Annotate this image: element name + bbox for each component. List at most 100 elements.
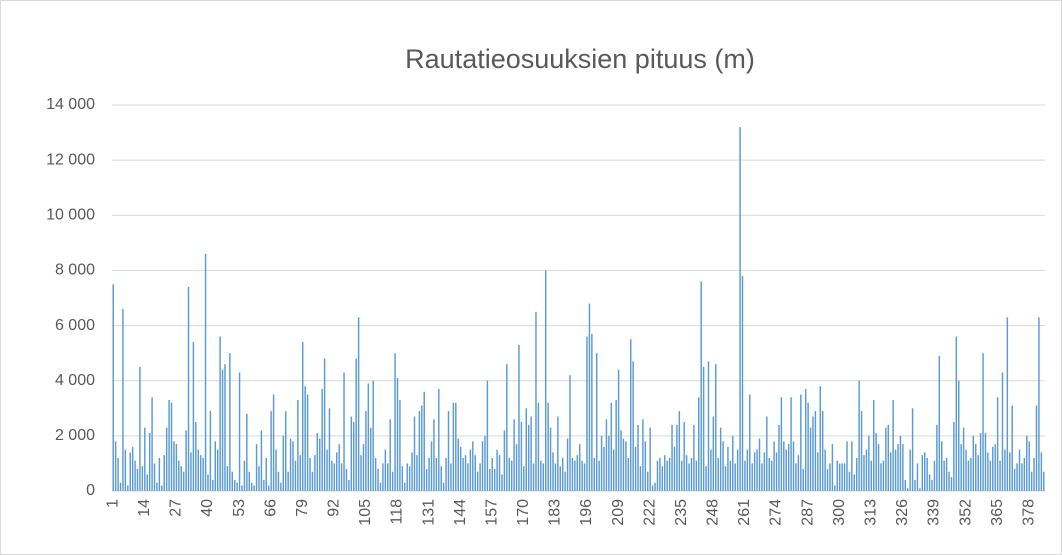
x-tick-label: 157 — [483, 499, 500, 526]
bar — [425, 468, 428, 491]
x-tick-label: 53 — [231, 499, 248, 517]
bar — [1009, 452, 1011, 491]
bar — [433, 419, 435, 491]
bar — [620, 430, 622, 491]
bar — [671, 424, 673, 491]
bar — [863, 455, 865, 491]
bar — [848, 471, 851, 491]
bar — [195, 422, 197, 491]
bar — [212, 479, 214, 491]
bar — [204, 253, 207, 491]
bar — [136, 468, 139, 491]
bar — [299, 455, 302, 491]
bar — [656, 460, 659, 491]
bar — [987, 452, 989, 491]
bar — [304, 386, 306, 491]
bar — [756, 449, 758, 491]
bar — [761, 463, 763, 491]
bar — [625, 441, 627, 491]
bar — [333, 463, 336, 491]
bar — [399, 400, 401, 491]
bar — [717, 457, 719, 491]
bar — [180, 466, 182, 491]
bar — [770, 460, 773, 491]
bar — [323, 358, 326, 491]
bar — [552, 452, 554, 491]
bar — [559, 466, 562, 491]
bar — [814, 411, 817, 491]
bar — [238, 372, 241, 491]
bar — [924, 452, 926, 491]
x-tick-label: 222 — [641, 499, 658, 526]
bar — [503, 430, 506, 491]
bar — [834, 485, 836, 491]
bar — [459, 446, 462, 491]
bar — [885, 427, 887, 491]
bar — [875, 433, 877, 491]
bar — [630, 339, 632, 491]
bar — [440, 466, 442, 491]
bar — [744, 460, 746, 491]
bar — [537, 402, 540, 491]
x-tick-label: 287 — [799, 499, 816, 526]
chart-title: Rautatieosuuksien pituus (m) — [405, 44, 755, 74]
bar — [532, 463, 535, 491]
bar — [253, 485, 255, 491]
bar — [540, 460, 542, 491]
x-tick-label: 14 — [136, 499, 153, 517]
bar — [411, 452, 413, 491]
bar — [865, 449, 868, 491]
bar — [1030, 471, 1033, 491]
bar — [370, 427, 372, 491]
bar — [246, 413, 248, 491]
x-tick-label: 105 — [357, 499, 374, 526]
bar — [1021, 463, 1023, 491]
bar — [766, 416, 768, 491]
bar — [350, 416, 353, 491]
bar — [889, 452, 892, 491]
bar — [868, 435, 870, 491]
bar — [501, 474, 503, 491]
y-tick-label: 2 000 — [55, 427, 95, 444]
bar — [593, 457, 596, 491]
bar — [595, 353, 598, 491]
bar — [481, 441, 484, 491]
bar — [445, 457, 447, 491]
bar — [122, 309, 124, 491]
bar — [970, 457, 972, 491]
bar — [872, 400, 875, 491]
bar — [489, 468, 491, 491]
bar — [622, 438, 625, 491]
bar — [214, 441, 216, 491]
bar — [634, 446, 637, 491]
bar — [588, 303, 591, 491]
bar — [280, 482, 282, 491]
bar — [581, 460, 583, 491]
bar — [319, 438, 321, 491]
bar — [265, 457, 268, 491]
bar — [763, 452, 766, 491]
bar — [367, 383, 370, 491]
x-tick-label: 339 — [926, 499, 943, 526]
bar — [960, 444, 962, 491]
bar — [498, 455, 501, 491]
bar — [953, 422, 955, 491]
bar — [632, 361, 634, 491]
bar — [561, 457, 564, 491]
bar — [165, 427, 168, 491]
bar — [576, 455, 579, 491]
bar — [637, 424, 639, 491]
bar — [996, 397, 999, 491]
bar — [809, 427, 812, 491]
bar — [508, 457, 510, 491]
x-tick-label: 131 — [420, 499, 437, 526]
bar — [605, 419, 608, 491]
y-tick-label: 4 000 — [55, 372, 95, 389]
bar — [902, 444, 904, 491]
bar — [880, 463, 882, 491]
bar — [302, 342, 304, 491]
bar — [544, 270, 547, 491]
x-tick-label: 326 — [894, 499, 911, 526]
x-tick-label: 261 — [736, 499, 753, 526]
bar — [170, 402, 173, 491]
